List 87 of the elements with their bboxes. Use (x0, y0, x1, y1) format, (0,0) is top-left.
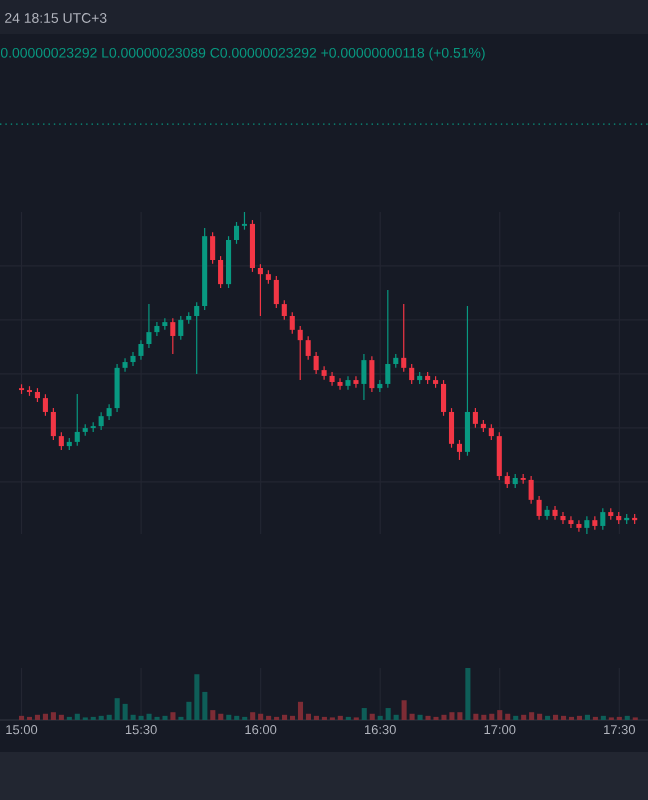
bar (537, 713, 543, 720)
candlestick (464, 305, 470, 457)
bar (114, 698, 120, 720)
bar (297, 701, 304, 720)
candlestick (560, 511, 566, 525)
candlestick (409, 363, 415, 385)
candlestick (329, 371, 335, 387)
candlestick (114, 363, 120, 413)
candlestick (600, 507, 606, 531)
candlestick (281, 299, 287, 321)
bar (42, 713, 48, 720)
candlestick (448, 407, 455, 449)
candlestick (297, 325, 303, 381)
candlestick (42, 393, 48, 417)
bar (489, 713, 495, 720)
candlestick (170, 317, 176, 355)
candlestick (576, 519, 582, 533)
candlestick (122, 357, 128, 373)
candlestick (130, 351, 136, 367)
bar (34, 714, 41, 720)
candlestick (305, 335, 311, 361)
candlestick (401, 303, 407, 373)
candlestick (273, 275, 279, 309)
candlestick (472, 407, 478, 429)
bar (385, 708, 391, 720)
bar (497, 710, 503, 720)
bar (218, 713, 224, 720)
candlestick (226, 235, 232, 289)
bar (505, 713, 511, 720)
candlestick (496, 431, 502, 481)
candlestick (568, 515, 574, 529)
candlestick (353, 375, 359, 389)
candlestick (218, 255, 224, 289)
candlestick (249, 219, 255, 273)
candlestick (552, 505, 558, 521)
bar (481, 714, 487, 720)
bar (146, 713, 152, 720)
candlestick (345, 375, 351, 391)
bar (258, 713, 264, 720)
bar (226, 714, 232, 720)
candlestick (178, 315, 184, 341)
candlestick (321, 365, 327, 381)
candlestick (138, 339, 144, 361)
bar (170, 712, 176, 720)
bar (74, 713, 80, 720)
candlestick (369, 355, 375, 393)
candlestick (385, 289, 391, 389)
bar (58, 714, 64, 720)
bar (441, 714, 447, 720)
candlestick (456, 439, 463, 461)
bar (250, 712, 256, 720)
candlestick (441, 379, 447, 417)
bar (552, 714, 559, 720)
bar (50, 712, 56, 720)
bar (401, 700, 407, 720)
candlestick (154, 321, 160, 337)
candlestick (74, 393, 80, 447)
candlestick (210, 231, 216, 265)
candlestick (584, 515, 590, 535)
bar (282, 714, 288, 720)
bar (465, 668, 471, 720)
bar (210, 710, 216, 720)
candlestick (289, 311, 295, 335)
candlestick (361, 353, 367, 401)
candlestick (146, 303, 152, 349)
bar (529, 712, 535, 720)
bar (361, 708, 367, 720)
candlestick (50, 407, 56, 441)
bar (369, 713, 375, 720)
bar (449, 712, 455, 720)
bar (521, 714, 527, 720)
bar (393, 714, 399, 720)
candlestick (162, 317, 168, 331)
bar (473, 713, 479, 720)
candlestick (536, 495, 542, 521)
bar (584, 714, 590, 720)
candlestick (257, 263, 263, 317)
candlestick (544, 505, 550, 521)
candlestick (337, 377, 343, 391)
candlestick (528, 475, 534, 505)
bar (417, 714, 423, 720)
candlestick (313, 351, 319, 375)
candlestick (233, 221, 240, 245)
bar (457, 712, 463, 720)
bar (194, 674, 200, 720)
candlestick (194, 301, 200, 375)
bar (122, 703, 128, 720)
